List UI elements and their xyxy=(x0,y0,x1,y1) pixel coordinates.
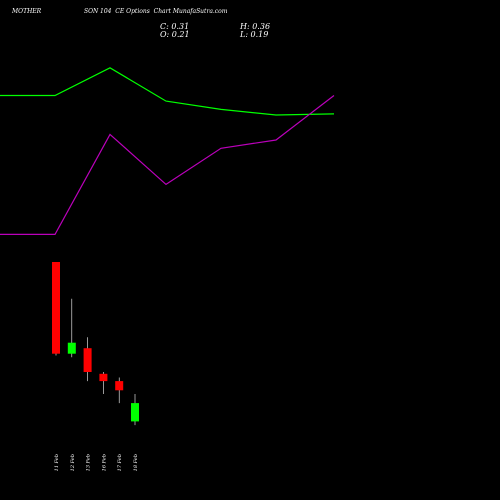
x-tick-label: 16 Feb xyxy=(101,454,107,471)
x-tick-label: 17 Feb xyxy=(117,454,123,471)
x-tick-label: 11 Feb xyxy=(54,454,60,471)
candle-body xyxy=(99,373,108,382)
candle-body xyxy=(115,381,124,391)
candle-body xyxy=(131,403,139,422)
x-tick-label: 18 Feb xyxy=(133,454,139,471)
x-tick-label: 13 Feb xyxy=(86,454,92,471)
candle-body xyxy=(67,342,76,354)
chart-title-symbol-suffix: SON xyxy=(84,8,99,15)
candle-body xyxy=(52,262,60,354)
high-value: H: 0.36 xyxy=(240,22,271,31)
low-value: L: 0.19 xyxy=(240,30,269,39)
overlay-line-1 xyxy=(0,67,335,116)
overlay-line-2 xyxy=(0,95,335,235)
chart-title-symbol: MOTHER xyxy=(12,8,42,15)
close-value: C: 0.31 xyxy=(160,22,190,31)
x-tick-label: 12 Feb xyxy=(70,454,76,471)
chart-title-description: 104 CE Options Chart MunafaSutra.com xyxy=(100,8,228,15)
open-value: O: 0.21 xyxy=(160,30,190,39)
candle-body xyxy=(83,348,92,372)
